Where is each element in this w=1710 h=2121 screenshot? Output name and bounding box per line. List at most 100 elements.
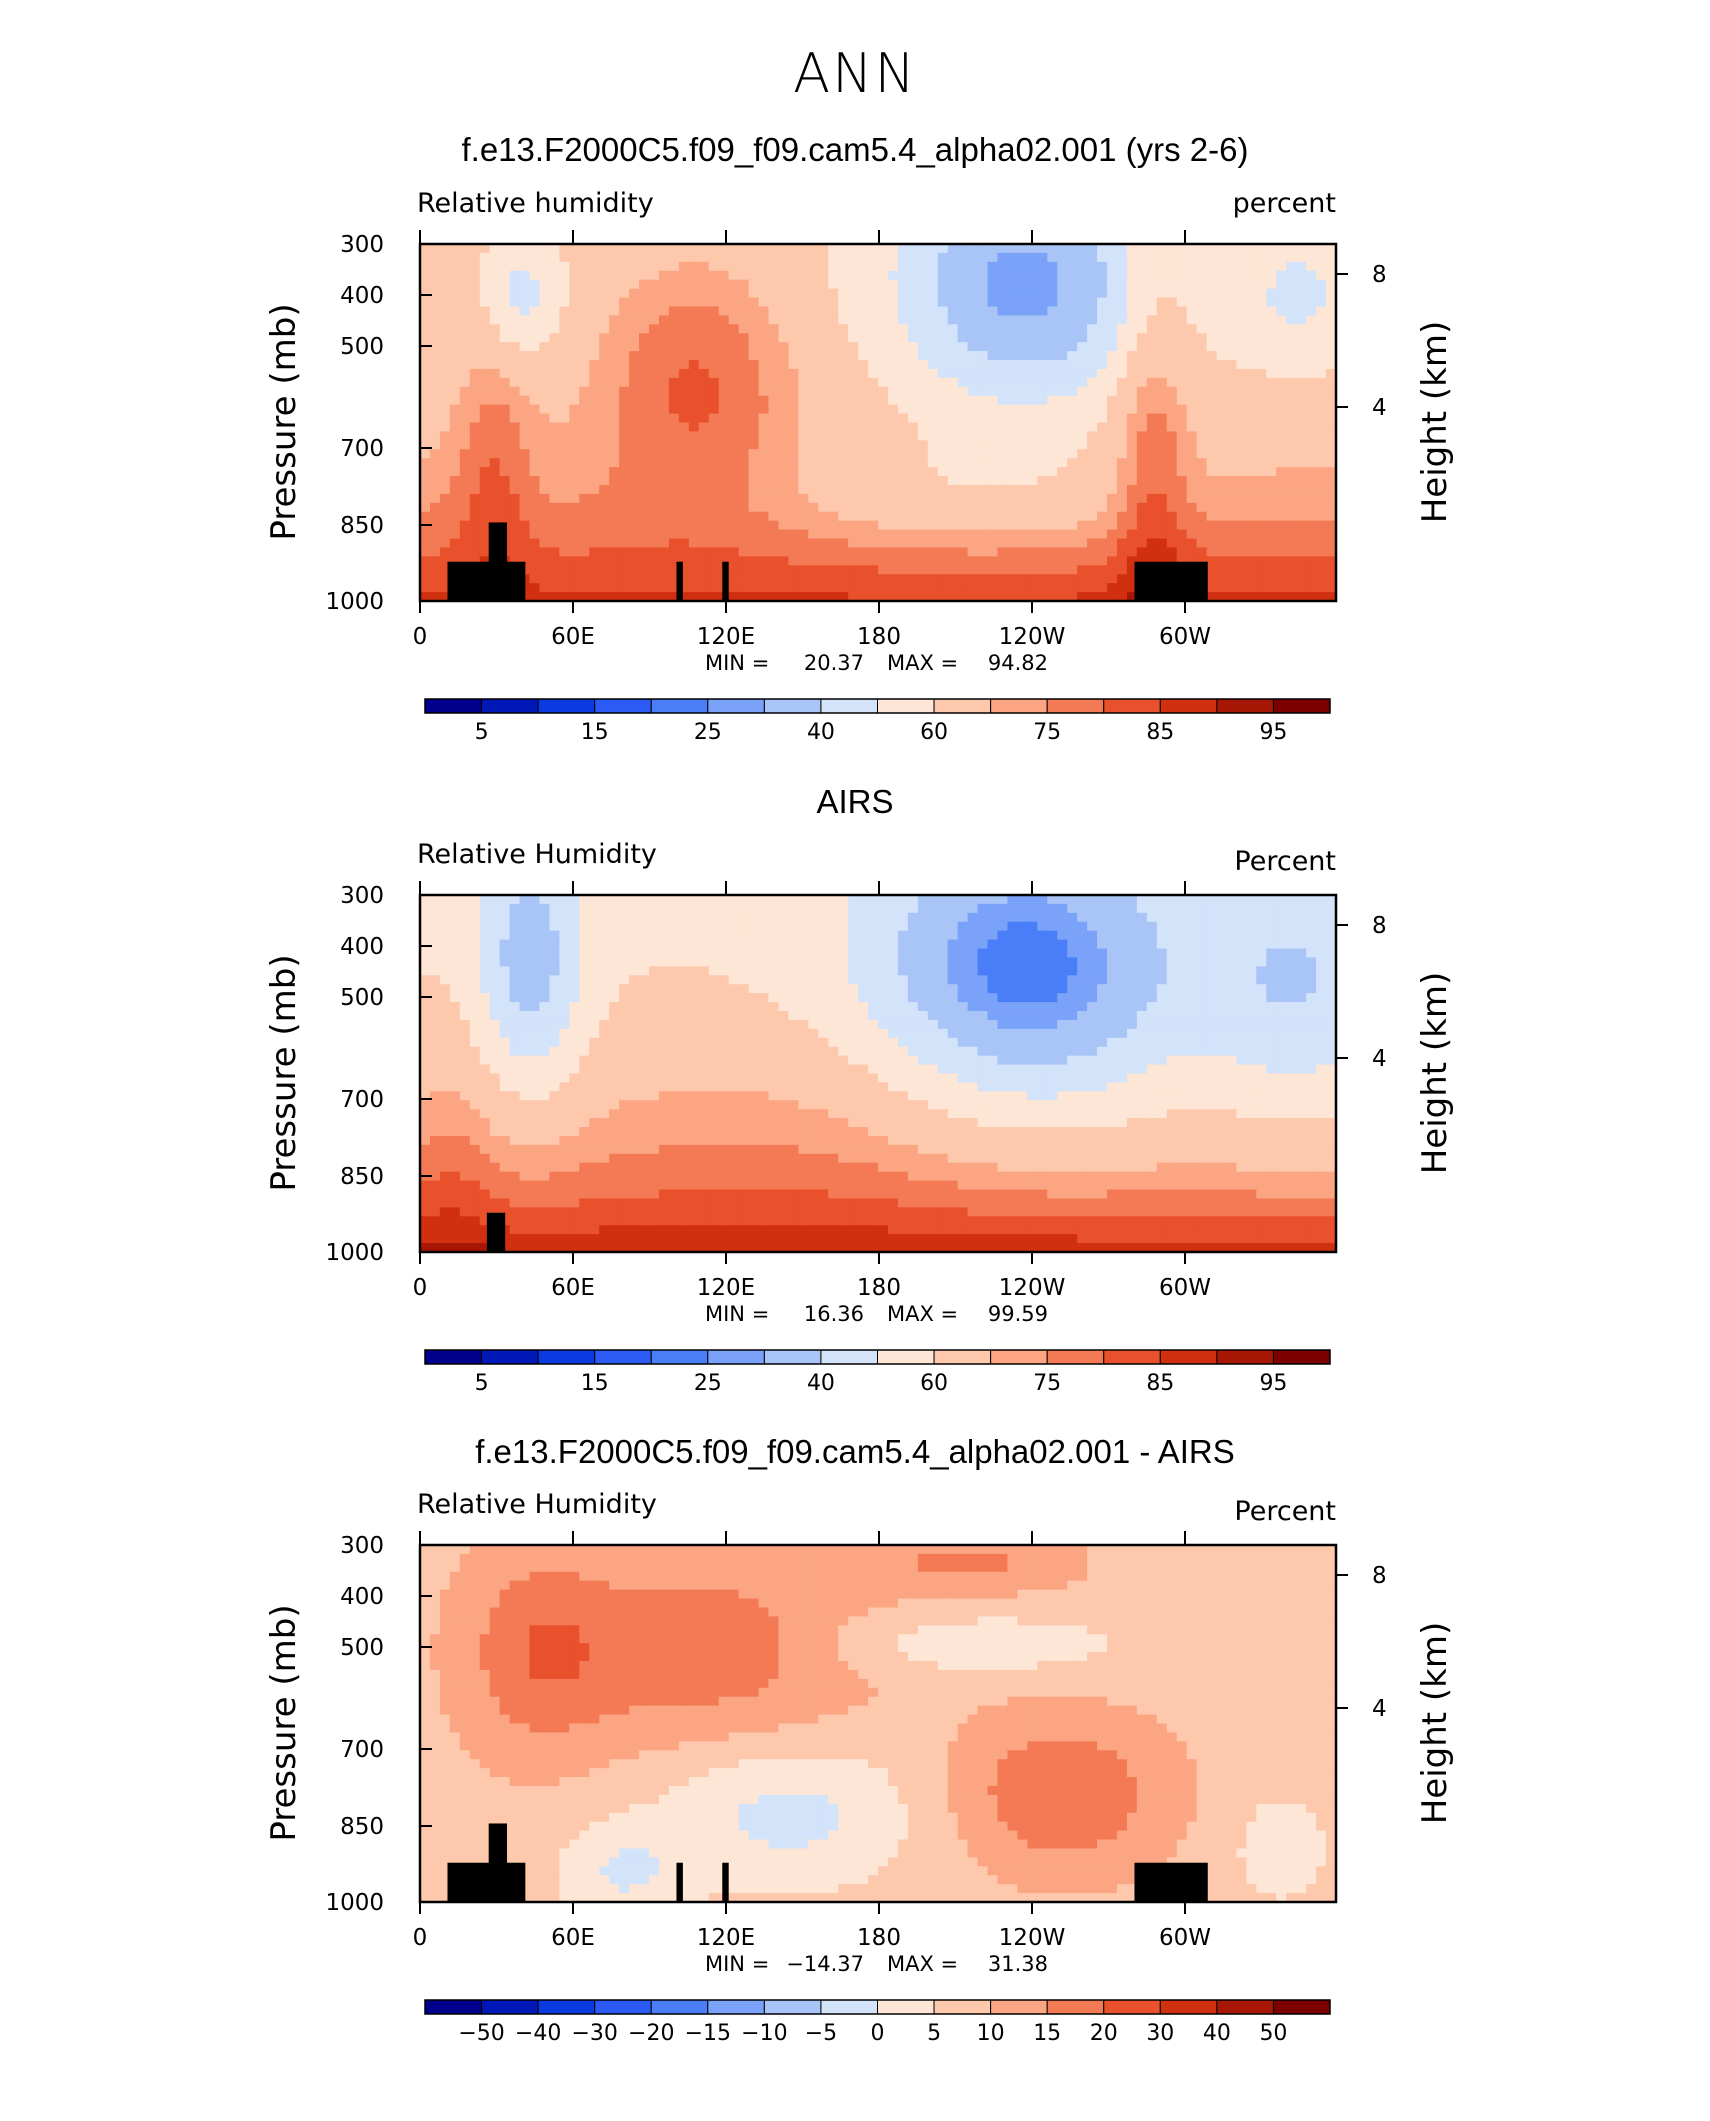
field-cell	[988, 556, 999, 566]
field-cell	[808, 378, 819, 388]
field-cell	[739, 547, 750, 557]
field-cell	[1276, 931, 1287, 941]
field-cell	[958, 431, 969, 441]
field-cell	[480, 315, 491, 325]
field-cell	[480, 949, 491, 959]
field-cell	[579, 904, 590, 914]
field-cell	[1077, 913, 1088, 923]
field-cell	[1217, 583, 1228, 593]
field-cell	[1177, 512, 1188, 522]
field-cell	[450, 975, 461, 985]
field-cell	[609, 324, 620, 334]
field-cell	[858, 494, 869, 504]
field-cell	[440, 503, 451, 513]
field-cell	[898, 574, 909, 584]
field-cell	[1157, 431, 1168, 441]
field-cell	[539, 913, 550, 923]
field-cell	[1286, 342, 1297, 352]
field-cell	[1286, 913, 1297, 923]
field-cell	[699, 315, 710, 325]
field-cell	[1296, 369, 1307, 379]
field-cell	[1087, 324, 1098, 334]
field-cell	[968, 583, 979, 593]
field-cell	[500, 940, 511, 950]
field-cell	[1256, 271, 1267, 281]
field-cell	[1037, 556, 1048, 566]
field-cell	[1226, 583, 1237, 593]
field-cell	[997, 306, 1008, 316]
field-cell	[659, 574, 670, 584]
field-cell	[739, 931, 750, 941]
field-cell	[629, 244, 640, 254]
field-cell	[709, 262, 720, 272]
field-cell	[689, 521, 700, 531]
field-cell	[918, 315, 929, 325]
field-cell	[470, 387, 481, 397]
field-cell	[530, 431, 541, 441]
field-cell	[818, 949, 829, 959]
field-cell	[918, 253, 929, 263]
field-cell	[997, 342, 1008, 352]
field-cell	[938, 333, 949, 343]
field-cell	[898, 547, 909, 557]
field-cell	[898, 503, 909, 513]
field-cell	[559, 574, 570, 584]
field-cell	[1077, 405, 1088, 415]
field-cell	[1167, 289, 1178, 299]
field-cell	[1077, 458, 1088, 468]
field-cell	[1276, 262, 1287, 272]
field-cell	[888, 530, 899, 540]
field-cell	[778, 306, 789, 316]
field-cell	[609, 922, 620, 932]
field-cell	[520, 993, 531, 1003]
field-cell	[1167, 984, 1178, 994]
field-cell	[470, 342, 481, 352]
field-cell	[549, 904, 560, 914]
field-cell	[958, 476, 969, 486]
field-cell	[619, 556, 630, 566]
field-cell	[1207, 574, 1218, 584]
field-cell	[709, 423, 720, 433]
field-cell	[1027, 922, 1038, 932]
field-cell	[430, 975, 441, 985]
field-cell	[778, 922, 789, 932]
field-cell	[828, 940, 839, 950]
field-cell	[838, 975, 849, 985]
field-cell	[420, 556, 431, 566]
field-cell	[749, 975, 760, 985]
field-cell	[848, 922, 859, 932]
field-cell	[759, 583, 770, 593]
field-cell	[808, 306, 819, 316]
field-cell	[928, 387, 939, 397]
field-cell	[420, 262, 431, 272]
field-cell	[579, 530, 590, 540]
field-cell	[808, 913, 819, 923]
field-cell	[1147, 431, 1158, 441]
field-cell	[908, 984, 919, 994]
field-cell	[1246, 369, 1257, 379]
field-cell	[749, 494, 760, 504]
field-cell	[719, 975, 730, 985]
field-cell	[1256, 333, 1267, 343]
field-cell	[1147, 485, 1158, 495]
field-cell	[739, 574, 750, 584]
field-cell	[709, 485, 720, 495]
field-cell	[1187, 539, 1198, 549]
field-cell	[520, 494, 531, 504]
field-cell	[1276, 521, 1287, 531]
field-cell	[709, 922, 720, 932]
field-cell	[669, 458, 680, 468]
field-cell	[500, 957, 511, 967]
field-cell	[798, 289, 809, 299]
field-cell	[470, 244, 481, 254]
field-cell	[848, 423, 859, 433]
field-cell	[649, 414, 660, 424]
field-cell	[1217, 351, 1228, 361]
field-cell	[868, 306, 879, 316]
field-cell	[1027, 333, 1038, 343]
field-cell	[928, 253, 939, 263]
field-cell	[1306, 449, 1317, 459]
field-cell	[858, 521, 869, 531]
field-cell	[788, 360, 799, 370]
field-cell	[549, 1011, 560, 1021]
